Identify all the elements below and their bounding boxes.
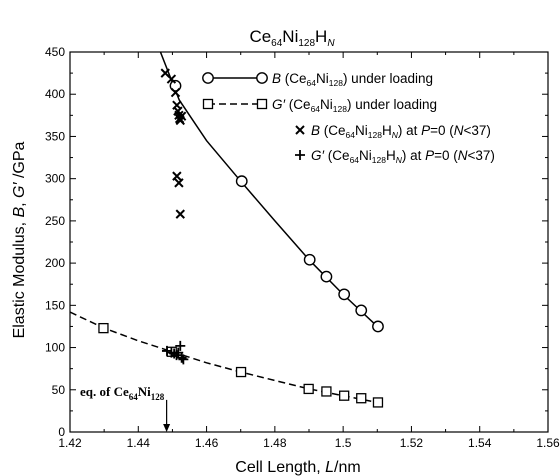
legend-marker [256,98,268,110]
legend-label: G′ (Ce64Ni128HN) at P=0 (N<37) [311,148,495,165]
point-G_loading [303,383,314,395]
x-tick-label: 1.46 [195,436,219,450]
legend-entry-G_hydride: G′ (Ce64Ni128HN) at P=0 (N<37) [295,148,495,165]
point-B_loading [338,288,351,301]
x-tick-label: 1.5 [335,436,352,450]
x-tick-label: 1.44 [127,436,151,450]
point-B_hydride [176,111,187,121]
point-G_loading [235,366,247,378]
legend-marker [256,72,268,84]
y-tick-label: 100 [45,341,65,355]
x-tick-label: 1.42 [58,436,82,450]
legend-entry-G_loading: G′ (Ce64Ni128) under loading [202,97,437,114]
point-G_hydride [176,352,187,363]
x-tick-label: 1.52 [400,436,424,450]
point-G_loading [372,397,384,408]
series-line-B_loading [159,52,378,327]
point-G_loading [321,386,332,397]
legend-marker [295,150,305,160]
point-G_hydride [175,340,186,351]
point-B_hydride [174,178,184,188]
legend-entry-B_hydride: B (Ce64Ni128HN) at P=0 (N<37) [295,123,491,140]
y-tick-label: 400 [45,87,65,101]
y-tick-label: 150 [45,298,65,312]
legend-label: G′ (Ce64Ni128) under loading [272,97,437,114]
x-tick-label: 1.54 [468,436,492,450]
y-tick-label: 200 [45,256,65,270]
y-tick-label: 0 [58,425,65,439]
y-tick-label: 250 [45,214,65,228]
point-G_hydride [178,354,189,365]
chart-title: Ce64Ni128HN [249,27,335,49]
legend-marker [202,72,214,84]
legend-entry-B_loading: B (Ce64Ni128) under loading [202,71,433,88]
point-B_hydride [170,87,181,98]
y-tick-label: 350 [45,129,65,143]
point-B_loading [169,79,182,92]
legend-marker [295,125,305,135]
point-B_loading [320,270,333,283]
legend-marker [202,98,214,110]
point-G_hydride [173,347,184,358]
point-B_hydride [166,74,177,84]
x-tick-label: 1.48 [263,436,287,450]
point-B_loading [235,175,248,188]
y-tick-label: 450 [45,45,65,59]
y-axis-label: Elastic Modulus, B, G′ /GPa [11,141,28,338]
legend-label: B (Ce64Ni128HN) at P=0 (N<37) [311,123,491,140]
annotation-arrow-head [163,424,171,432]
point-B_hydride [175,209,185,219]
point-B_loading [372,320,384,333]
y-tick-label: 50 [52,383,66,397]
point-B_loading [355,304,368,317]
point-G_loading [339,390,350,401]
y-tick-label: 300 [45,172,65,186]
annotation-eq-label: eq. of Ce64Ni128 [80,384,165,402]
point-B_loading [303,253,316,266]
point-G_loading [356,393,367,404]
legend-label: B (Ce64Ni128) under loading [272,71,433,88]
point-B_hydride [172,171,182,181]
x-tick-label: 1.56 [536,436,560,450]
point-G_loading [98,322,109,334]
x-axis-label: Cell Length, L/nm [235,459,360,476]
point-G_hydride [161,345,172,356]
